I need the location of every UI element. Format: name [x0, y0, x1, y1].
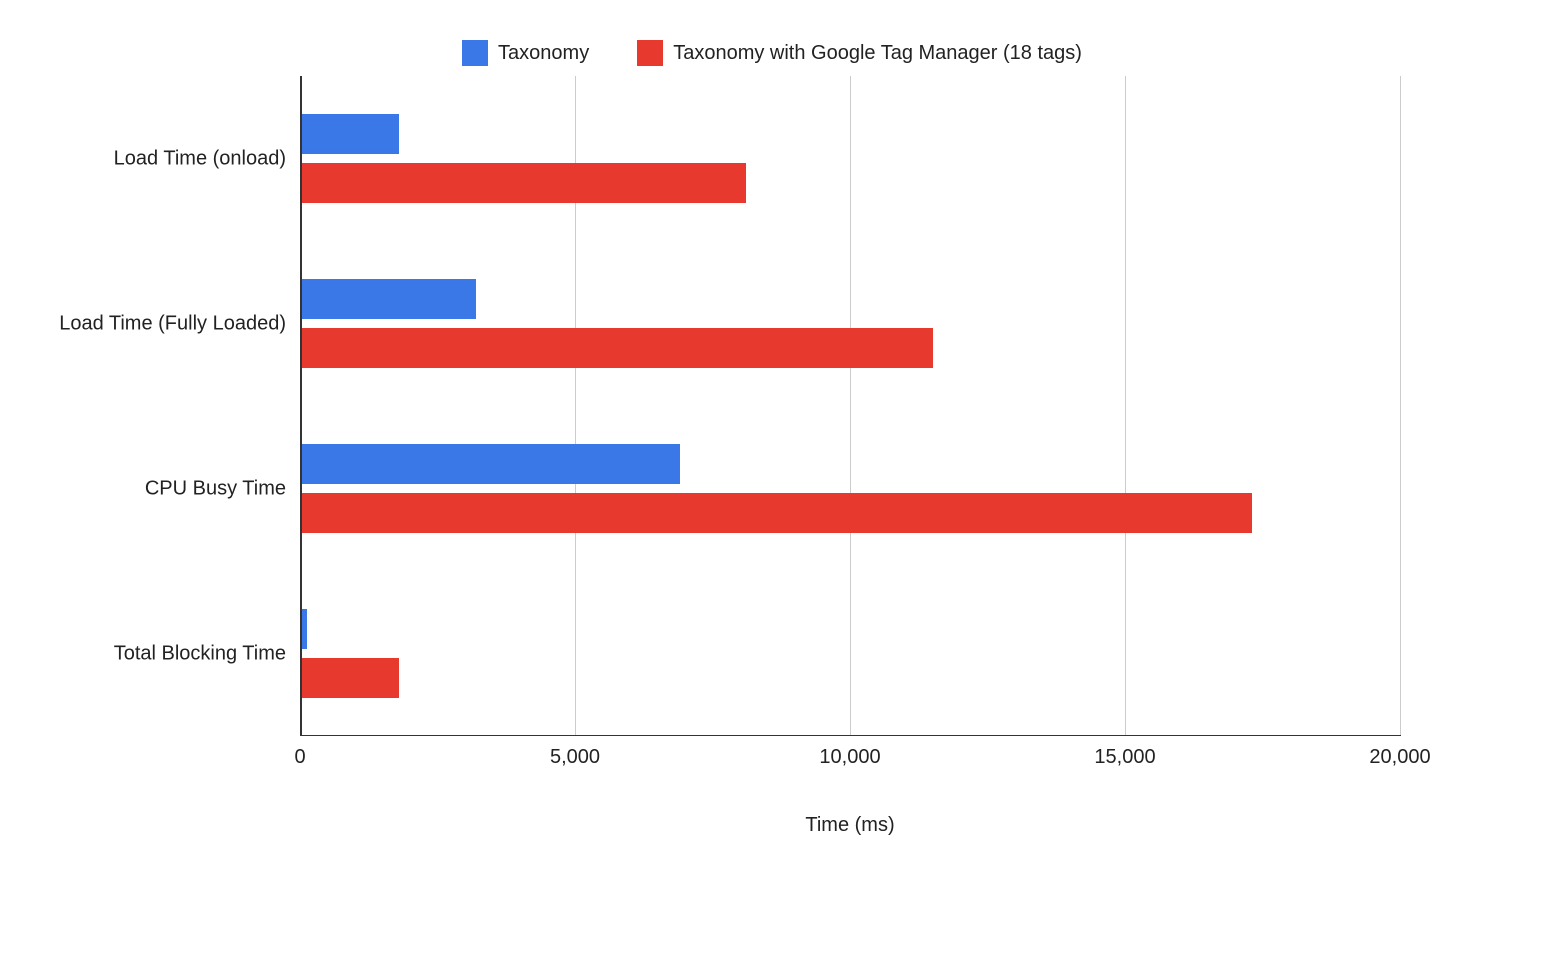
category-label-3: Total Blocking Time — [114, 642, 286, 665]
x-tick-label: 5,000 — [550, 746, 600, 769]
x-axis-labels: 05,00010,00015,00020,000 — [300, 736, 1400, 776]
legend-label-1: Taxonomy with Google Tag Manager (18 tag… — [673, 42, 1082, 65]
x-tick-label: 0 — [294, 746, 305, 769]
legend-swatch-0 — [462, 40, 488, 66]
x-tick-label: 15,000 — [1094, 746, 1155, 769]
legend-swatch-1 — [637, 40, 663, 66]
category-label-1: Load Time (Fully Loaded) — [59, 312, 286, 335]
legend-item-0: Taxonomy — [462, 40, 589, 66]
legend-item-1: Taxonomy with Google Tag Manager (18 tag… — [637, 40, 1082, 66]
bar-0-1 — [300, 163, 746, 203]
bar-1-1 — [300, 328, 933, 368]
category-label-2: CPU Busy Time — [145, 477, 286, 500]
gridline — [850, 76, 851, 736]
y-axis-labels: Load Time (onload) Load Time (Fully Loade… — [0, 76, 300, 736]
gridline — [1125, 76, 1126, 736]
bar-1-0 — [300, 279, 476, 319]
bar-2-1 — [300, 493, 1252, 533]
plot-area — [300, 76, 1400, 736]
bar-3-1 — [300, 658, 399, 698]
y-axis-line — [300, 76, 302, 736]
x-axis-title: Time (ms) — [300, 814, 1400, 837]
bar-2-0 — [300, 444, 680, 484]
legend: Taxonomy Taxonomy with Google Tag Manager… — [0, 40, 1544, 66]
legend-label-0: Taxonomy — [498, 42, 589, 65]
category-label-0: Load Time (onload) — [114, 147, 286, 170]
gridline — [1400, 76, 1401, 736]
bar-0-0 — [300, 114, 399, 154]
x-tick-label: 20,000 — [1369, 746, 1430, 769]
x-tick-label: 10,000 — [819, 746, 880, 769]
